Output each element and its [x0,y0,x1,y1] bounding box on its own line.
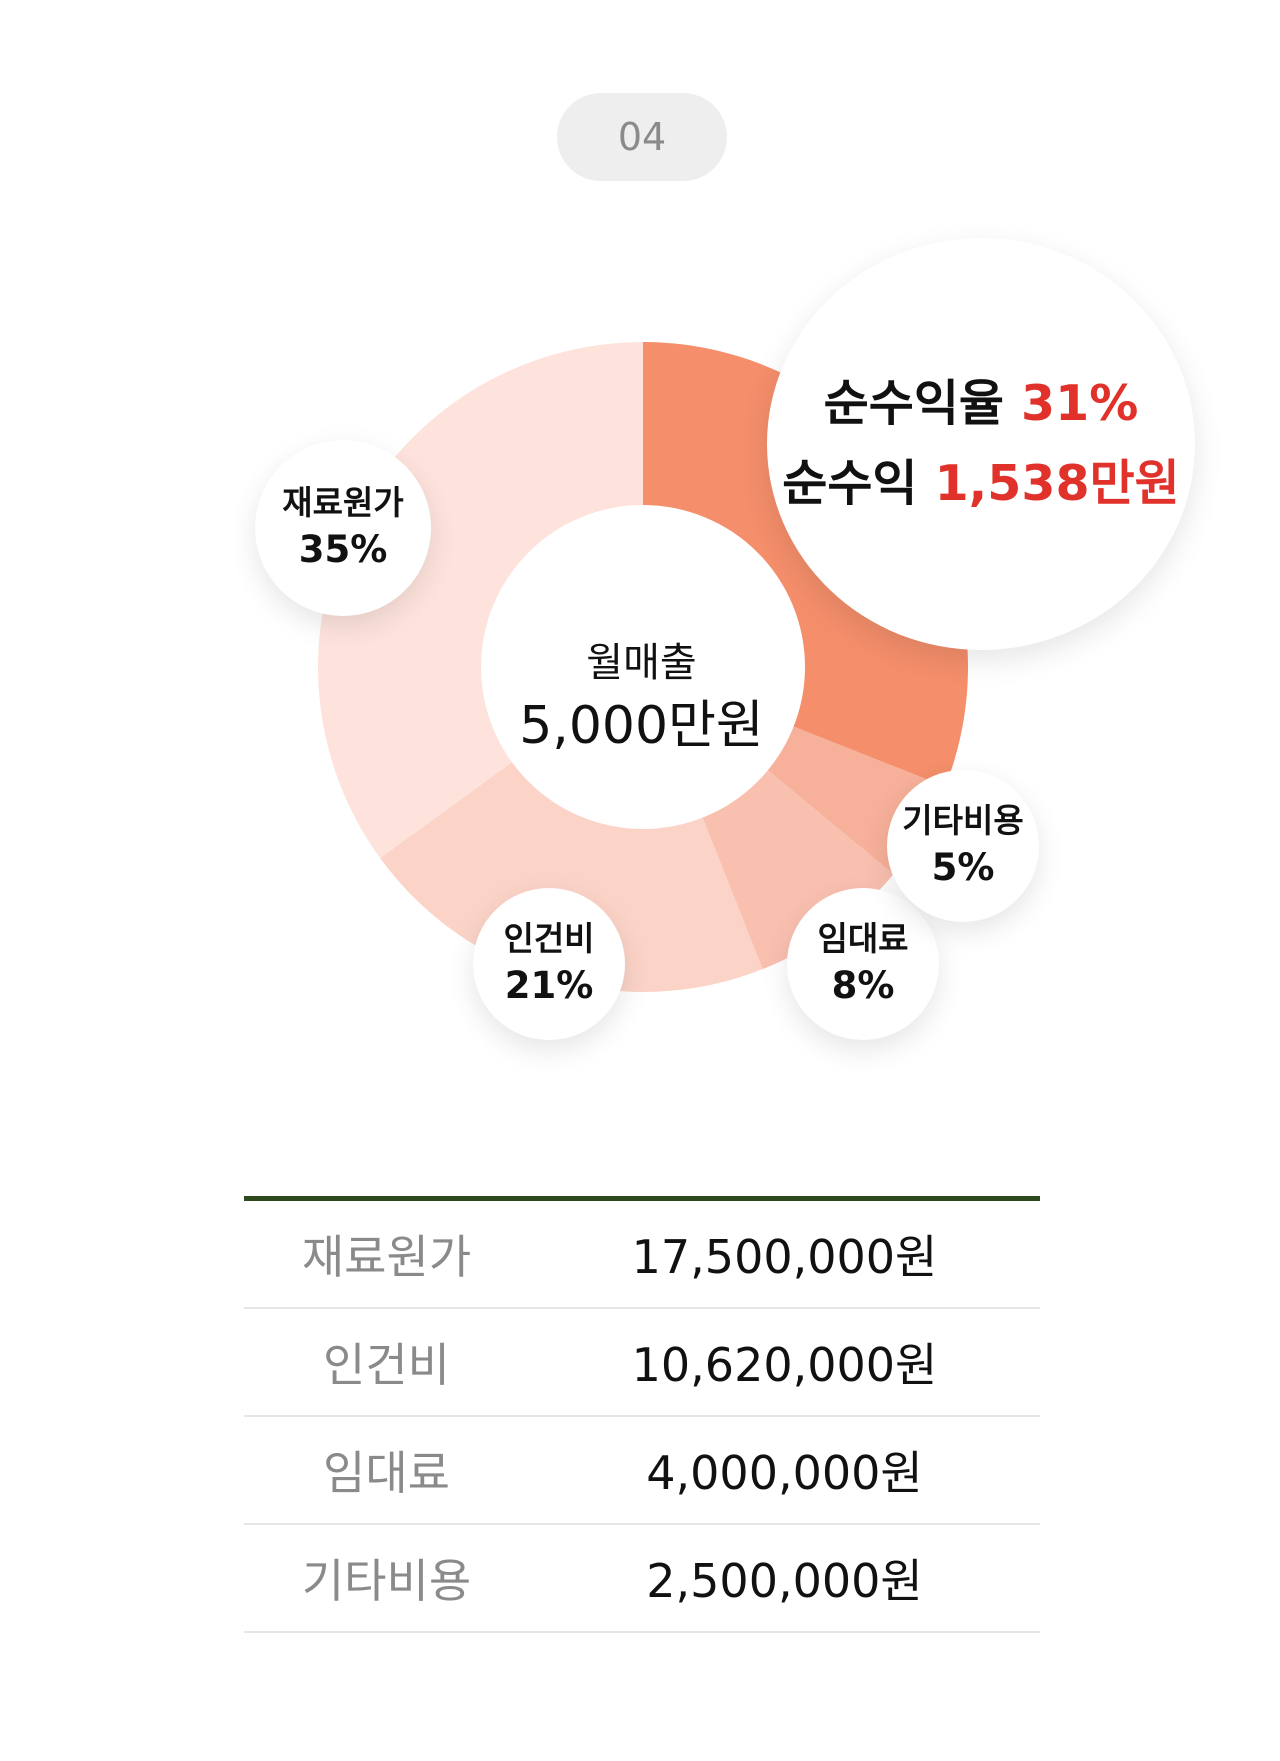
label-bubble-material: 재료원가 35% [255,440,431,616]
step-badge: 04 [557,93,727,181]
profit-amount-value: 1,538만원 [934,455,1180,512]
table-row: 인건비 10,620,000원 [244,1309,1040,1417]
bubble-value: 35% [298,528,388,571]
profit-rate-value: 31% [1021,375,1139,432]
row-label: 재료원가 [301,1230,472,1284]
bubble-label: 재료원가 [282,483,404,522]
label-bubble-labor: 인건비 21% [473,888,625,1040]
cost-table: 재료원가 17,500,000원 인건비 10,620,000원 임대료 4,0… [244,1196,1040,1633]
bubble-value: 8% [831,964,895,1007]
profit-bubble: 순수익율 31% 순수익 1,538만원 [767,238,1195,650]
row-value: 2,500,000원 [646,1554,923,1608]
donut-hole [481,505,805,829]
bubble-value: 5% [931,846,995,889]
row-label: 임대료 [323,1446,450,1500]
center-value: 5,000만원 [519,695,764,756]
table-row: 기타비용 2,500,000원 [244,1525,1040,1633]
profit-amount-row: 순수익 1,538만원 [782,444,1179,524]
row-value: 17,500,000원 [631,1230,938,1284]
bubble-value: 21% [504,964,594,1007]
profit-rate-label: 순수익율 [823,375,1004,432]
bubble-label: 인건비 [503,919,595,958]
label-bubble-other: 기타비용 5% [887,770,1039,922]
label-bubble-rent: 임대료 8% [787,888,939,1040]
profit-rate-row: 순수익율 31% [824,364,1139,444]
table-row: 재료원가 17,500,000원 [244,1201,1040,1309]
center-summary: 월매출 5,000만원 [479,535,804,860]
row-value: 4,000,000원 [646,1446,923,1500]
center-label: 월매출 [586,639,697,686]
row-label: 인건비 [323,1338,450,1392]
profit-amount-label: 순수익 [782,455,918,512]
row-value: 10,620,000원 [631,1338,938,1392]
table-row: 임대료 4,000,000원 [244,1417,1040,1525]
row-label: 기타비용 [301,1554,472,1608]
bubble-label: 임대료 [817,919,909,958]
bubble-label: 기타비용 [902,801,1024,840]
